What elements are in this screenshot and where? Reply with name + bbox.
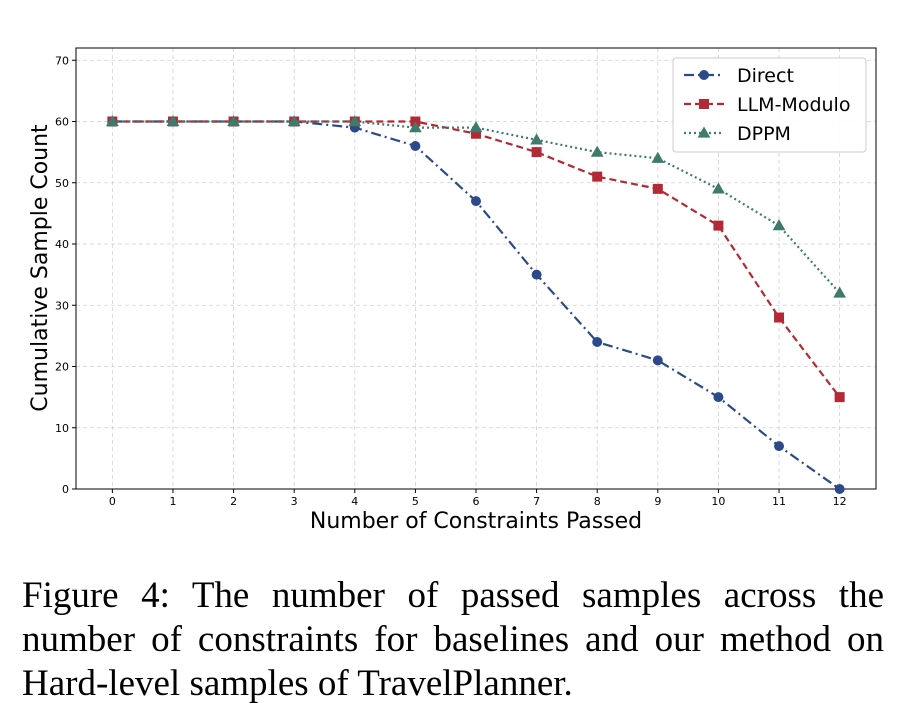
data-point-dppm [712,182,725,194]
y-tick-label: 0 [62,483,69,496]
y-tick-label: 60 [55,116,69,129]
y-tick-label: 10 [55,422,69,435]
data-point-dppm [469,121,483,133]
legend: Direct LLM-Modulo DPPM [672,57,867,153]
y-axis-label: Cumulative Sample Count [28,124,53,412]
x-axis-label: Number of Constraints Passed [310,509,642,534]
data-point-direct [834,484,845,494]
series-lines [106,114,846,494]
figure-caption: Figure 4: The number of passed samples a… [22,575,884,704]
data-point-dppm [772,219,786,231]
y-tick-label: 20 [55,361,69,374]
x-tick-label: 3 [291,495,298,508]
data-point-dppm [106,114,119,127]
x-tick-label: 4 [351,495,358,508]
legend-label-llm-modulo: LLM-Modulo [737,94,850,116]
x-tick-label: 11 [772,495,786,508]
legend-entry-llm-modulo: LLM-Modulo [684,94,850,116]
data-point-dppm [530,133,543,145]
data-point-dppm [227,114,240,127]
data-point-llm-modulo [592,171,603,182]
legend-entry-direct: Direct [684,65,794,87]
x-tick-label: 9 [654,495,661,508]
data-point-direct [652,355,663,366]
y-tick-label: 30 [55,299,69,312]
y-tick-label: 70 [55,54,69,67]
data-point-dppm [166,114,180,127]
data-point-direct [592,337,603,347]
data-point-dppm [833,286,846,298]
legend-label-dppm: DPPM [737,123,791,145]
x-tick-label: 8 [594,495,601,508]
legend-entry-dppm: DPPM [684,123,791,145]
series-dppm [106,114,846,298]
data-point-llm-modulo [774,312,785,323]
y-tick-label: 50 [55,177,69,190]
data-point-direct [713,392,724,403]
x-tick-label: 6 [473,495,480,508]
legend-marker-direct [699,70,709,80]
data-point-dppm [287,114,301,127]
data-point-llm-modulo [834,392,845,403]
data-point-dppm [651,151,665,163]
data-point-dppm [409,121,422,133]
data-point-direct [774,441,785,452]
data-point-direct [410,141,421,151]
data-point-dppm [348,114,362,127]
legend-label-direct: Direct [737,65,794,87]
x-tick-label: 10 [711,495,725,508]
data-point-direct [531,269,542,280]
x-tick-label: 2 [230,495,237,508]
legend-box [672,57,867,153]
data-point-llm-modulo [713,220,724,231]
data-point-llm-modulo [652,183,663,194]
y-tick-label: 40 [55,238,69,251]
x-tick-label: 0 [109,495,116,508]
x-tick-label: 7 [533,495,540,508]
x-tick-label: 12 [833,495,847,508]
x-tick-label: 5 [412,495,419,508]
data-point-dppm [590,145,604,157]
legend-marker-dppm [697,126,711,138]
x-tick-label: 1 [169,495,176,508]
data-point-llm-modulo [531,147,542,158]
data-point-direct [471,196,481,207]
legend-marker-llm-modulo [699,99,709,109]
